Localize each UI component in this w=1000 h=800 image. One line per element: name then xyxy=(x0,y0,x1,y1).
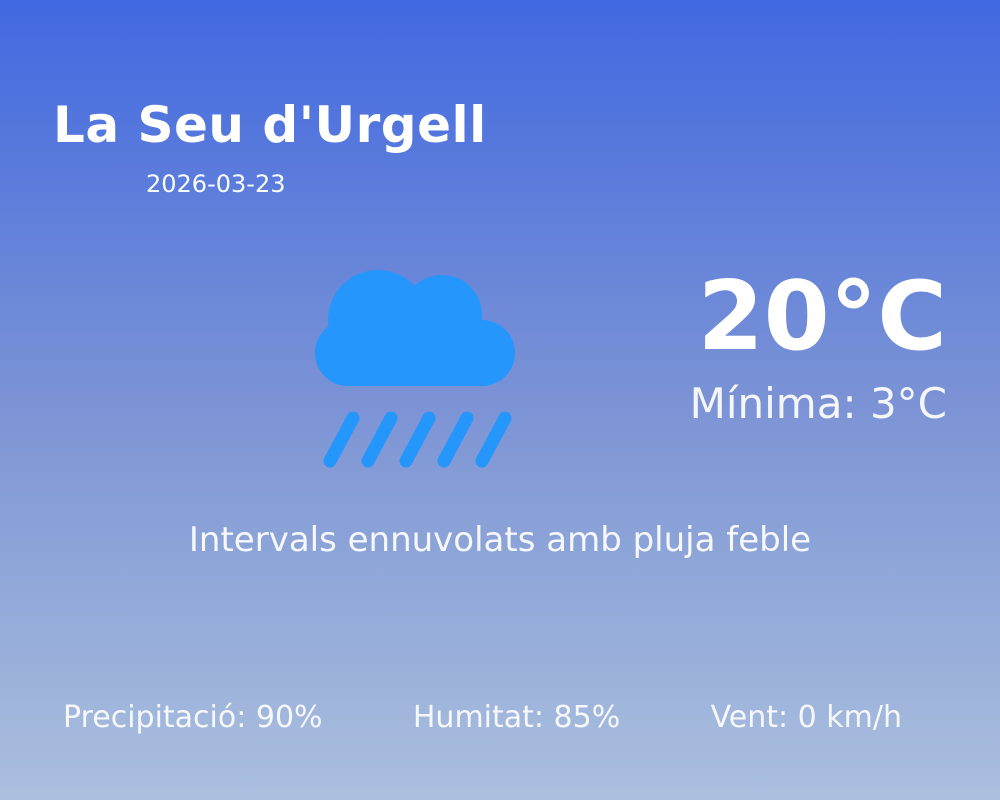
precipitation-stat: Precipitació: 90% xyxy=(63,700,323,735)
rain-streaks xyxy=(323,411,512,468)
cloud-shape xyxy=(315,270,515,386)
humidity-stat: Humitat: 85% xyxy=(412,700,621,735)
condition-description: Intervals ennuvolats amb pluja feble xyxy=(188,520,812,560)
current-temperature: 20°C xyxy=(697,262,947,372)
location-title: La Seu d'Urgell xyxy=(53,96,487,154)
temperature-block: 20°C Mínima: 3°C xyxy=(690,270,947,425)
stats-row: Precipitació: 90% Humitat: 85% Vent: 0 k… xyxy=(0,703,1000,733)
cloud-rain-icon xyxy=(315,263,515,468)
wind-stat: Vent: 0 km/h xyxy=(710,700,902,735)
forecast-date: 2026-03-23 xyxy=(146,170,286,198)
min-temperature: Mínima: 3°C xyxy=(689,379,947,428)
